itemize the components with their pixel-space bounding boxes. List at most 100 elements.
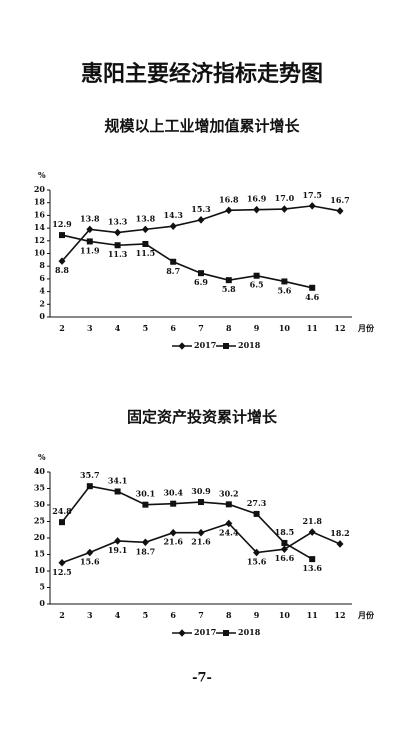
y-tick-label: 5 xyxy=(39,582,45,592)
marker-square xyxy=(142,501,149,508)
x-tick-label: 12 xyxy=(334,610,345,620)
value-label: 24.4 xyxy=(219,527,239,537)
value-label: 24.8 xyxy=(52,506,72,516)
legend-label: 2018 xyxy=(238,627,261,637)
page-number: -7- xyxy=(192,671,212,686)
value-label: 16.7 xyxy=(330,195,349,205)
marker-diamond xyxy=(225,519,233,528)
chart-title: 规模以上工业增加值累计增长 xyxy=(104,117,300,135)
y-tick-label: 12 xyxy=(34,235,45,245)
legend-label: 2017 xyxy=(194,340,216,350)
value-label: 13.8 xyxy=(136,213,156,223)
x-tick-label: 2 xyxy=(59,610,65,620)
y-tick-label: 0 xyxy=(39,311,45,321)
y-tick-label: 8 xyxy=(39,260,45,270)
marker-diamond xyxy=(280,205,288,213)
y-axis-label: % xyxy=(38,452,46,462)
marker-square xyxy=(225,501,232,508)
series-line xyxy=(61,205,341,262)
value-label: 5.6 xyxy=(277,285,291,295)
marker-square xyxy=(223,630,229,636)
marker-square xyxy=(309,284,316,291)
marker-square xyxy=(309,556,316,563)
marker-diamond xyxy=(197,528,205,537)
marker-diamond xyxy=(253,548,261,557)
y-tick-label: 0 xyxy=(39,598,45,608)
value-label: 30.1 xyxy=(136,489,155,499)
value-label: 18.7 xyxy=(136,546,155,556)
marker-diamond xyxy=(58,558,66,567)
value-label: 15.3 xyxy=(191,204,211,214)
x-tick-label: 11 xyxy=(307,323,318,333)
marker-diamond xyxy=(58,257,66,265)
value-label: 12.9 xyxy=(52,219,72,229)
y-tick-label: 4 xyxy=(39,286,45,296)
marker-diamond xyxy=(169,528,177,537)
marker-square xyxy=(253,272,260,279)
y-tick-label: 10 xyxy=(34,565,46,575)
page-title: 惠阳主要经济指标走势图 xyxy=(81,61,323,87)
value-label: 4.6 xyxy=(305,292,319,302)
x-tick-label: 6 xyxy=(170,323,176,333)
marker-square xyxy=(114,488,121,495)
value-label: 13.3 xyxy=(108,217,128,227)
marker-diamond xyxy=(114,228,122,237)
y-tick-label: 40 xyxy=(34,466,46,476)
x-tick-label: 9 xyxy=(254,610,260,620)
value-label: 8.7 xyxy=(166,266,180,276)
series-line xyxy=(61,234,313,289)
x-axis-label: 月份 xyxy=(357,323,375,333)
value-label: 30.4 xyxy=(163,488,183,498)
x-tick-label: 5 xyxy=(143,323,149,333)
x-axis-label: 月份 xyxy=(357,610,375,620)
y-tick-label: 20 xyxy=(34,184,46,194)
y-axis-label: % xyxy=(38,170,46,180)
marker-square xyxy=(170,500,177,507)
x-tick-label: 2 xyxy=(59,323,65,333)
x-tick-label: 3 xyxy=(87,610,93,620)
value-label: 16.8 xyxy=(219,194,239,204)
marker-diamond xyxy=(308,528,316,536)
marker-square xyxy=(198,499,204,506)
value-label: 12.5 xyxy=(52,567,71,577)
value-label: 27.3 xyxy=(247,498,267,508)
y-tick-label: 6 xyxy=(39,273,45,283)
marker-diamond xyxy=(141,225,149,234)
value-label: 11.9 xyxy=(80,245,100,255)
value-label: 11.3 xyxy=(108,249,128,259)
x-tick-label: 12 xyxy=(334,323,345,333)
y-tick-label: 10 xyxy=(34,248,46,258)
marker-square xyxy=(86,483,93,490)
marker-diamond xyxy=(253,205,261,214)
marker-diamond xyxy=(308,202,316,210)
marker-diamond xyxy=(178,629,186,637)
legend-label: 2017 xyxy=(194,627,216,637)
value-label: 21.8 xyxy=(302,516,322,526)
y-tick-label: 20 xyxy=(34,532,46,542)
x-tick-label: 8 xyxy=(226,610,232,620)
x-tick-label: 10 xyxy=(279,323,291,333)
y-tick-label: 15 xyxy=(34,549,45,559)
x-tick-label: 5 xyxy=(143,610,149,620)
marker-square xyxy=(86,238,93,245)
x-tick-label: 11 xyxy=(307,610,318,620)
value-label: 18.2 xyxy=(330,528,349,538)
value-label: 6.9 xyxy=(194,277,208,287)
value-label: 21.6 xyxy=(163,537,183,547)
marker-diamond xyxy=(225,206,233,215)
x-tick-label: 8 xyxy=(226,323,232,333)
marker-square xyxy=(223,343,229,349)
marker-diamond xyxy=(86,225,94,234)
value-label: 6.5 xyxy=(250,280,264,290)
marker-square xyxy=(225,277,232,284)
marker-square xyxy=(59,519,65,526)
marker-square xyxy=(281,278,288,285)
series-line xyxy=(61,485,313,560)
y-tick-label: 14 xyxy=(34,222,46,232)
marker-square xyxy=(198,270,204,277)
value-label: 17.0 xyxy=(275,193,295,203)
legend-label: 2018 xyxy=(238,340,261,350)
y-tick-label: 35 xyxy=(34,483,45,493)
value-label: 13.8 xyxy=(80,213,100,223)
